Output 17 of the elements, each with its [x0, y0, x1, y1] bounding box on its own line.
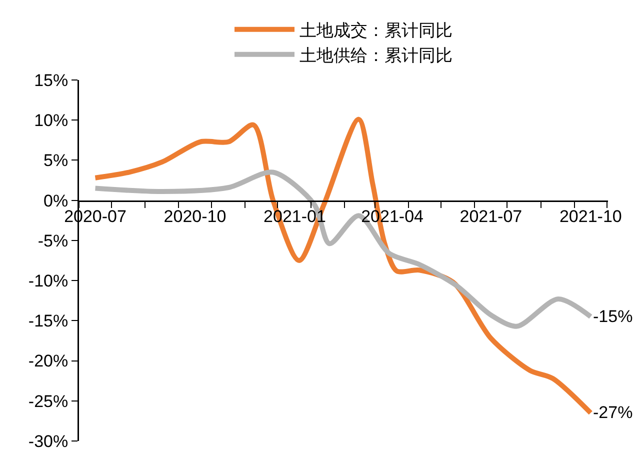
y-tick-label: -10% [28, 272, 68, 291]
y-tick-label: -5% [38, 231, 68, 250]
x-tick-label: 2021-07 [460, 207, 522, 226]
annotation: -27% [593, 403, 633, 422]
y-tick-label: 10% [34, 111, 68, 130]
legend-label: 土地供给：累计同比 [300, 46, 452, 66]
x-tick-label: 2020-10 [164, 207, 226, 226]
y-tick-label: -30% [28, 432, 68, 451]
y-tick-label: -15% [28, 312, 68, 331]
y-tick-label: -20% [28, 352, 68, 371]
annotation: -15% [593, 307, 633, 326]
y-tick-label: 15% [34, 70, 68, 90]
x-tick-label: 2021-10 [559, 207, 622, 226]
y-tick-label: 5% [44, 151, 68, 170]
y-tick-label: 0% [44, 191, 68, 210]
y-tick-label: -25% [28, 392, 68, 411]
legend-label: 土地成交：累计同比 [300, 20, 452, 40]
